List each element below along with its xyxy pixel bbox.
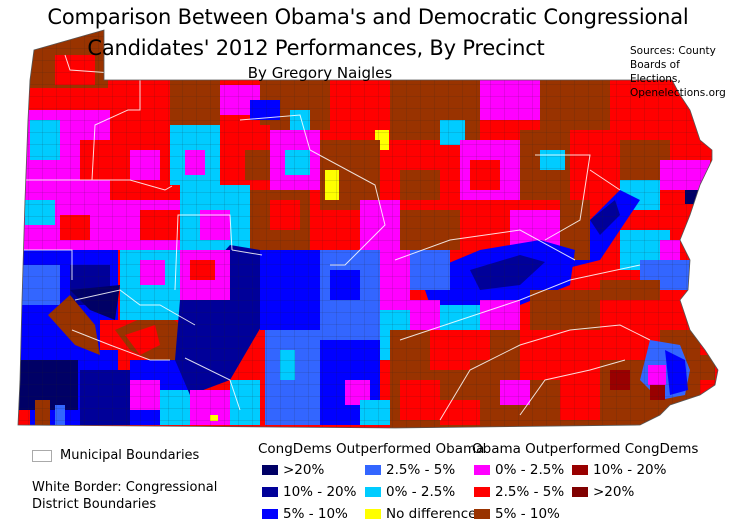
municipal-boundaries-legend: Municipal Boundaries bbox=[32, 448, 232, 463]
legend-label: 0% - 2.5% bbox=[386, 484, 456, 500]
legend-label: 2.5% - 5% bbox=[386, 462, 456, 478]
sources-note: Sources: County Boards of Elections, Ope… bbox=[630, 44, 748, 100]
legend-label: 5% - 10% bbox=[495, 506, 560, 522]
title-line-1: Comparison Between Obama's and Democrati… bbox=[47, 5, 689, 29]
swatch-maroon bbox=[572, 487, 588, 497]
swatch-dark-red bbox=[572, 465, 588, 475]
legend-item-obama-10-20: 10% - 20% bbox=[572, 462, 666, 478]
legend-item-congdems-gt20: >20% bbox=[262, 462, 324, 478]
legend-label: >20% bbox=[593, 484, 635, 500]
byline: By Gregory Naigles bbox=[247, 64, 393, 82]
legend-item-obama-0-2_5: 0% - 2.5% bbox=[474, 462, 564, 478]
sources-line-4: Openelections.org bbox=[630, 87, 726, 99]
legend-item-no-difference: No difference bbox=[365, 506, 476, 522]
legend-heading-obama: Obama Outperformed CongDems bbox=[472, 441, 699, 457]
legend-item-obama-gt20: >20% bbox=[572, 484, 634, 500]
legend-item-obama-2_5-5: 2.5% - 5% bbox=[474, 484, 564, 500]
legend-label: >20% bbox=[283, 462, 325, 478]
sources-line-3: Elections, bbox=[630, 73, 681, 85]
swatch-brown bbox=[474, 509, 490, 519]
legend-item-congdems-0-2_5: 0% - 2.5% bbox=[365, 484, 455, 500]
white-border-line-2: District Boundaries bbox=[32, 497, 157, 512]
legend-item-congdems-2_5-5: 2.5% - 5% bbox=[365, 462, 455, 478]
congressional-boundaries-note: White Border: Congressional District Bou… bbox=[32, 479, 232, 513]
legend-label: 0% - 2.5% bbox=[495, 462, 565, 478]
sources-line-2: Boards of bbox=[630, 59, 680, 71]
swatch-medium-blue bbox=[365, 465, 381, 475]
white-border-line-1: White Border: Congressional bbox=[32, 480, 218, 495]
swatch-magenta bbox=[474, 465, 490, 475]
legend-label: No difference bbox=[386, 506, 477, 522]
legend-item-obama-5-10: 5% - 10% bbox=[474, 506, 560, 522]
congressional-district-boundaries bbox=[22, 54, 651, 421]
municipal-boundary-swatch bbox=[32, 449, 52, 462]
swatch-navy bbox=[262, 487, 278, 497]
legend-label: 10% - 20% bbox=[283, 484, 357, 500]
swatch-dark-navy bbox=[262, 465, 278, 475]
legend-label: 10% - 20% bbox=[593, 462, 667, 478]
legend-item-congdems-5-10: 5% - 10% bbox=[262, 506, 348, 522]
swatch-red bbox=[474, 487, 490, 497]
legend-label: 2.5% - 5% bbox=[495, 484, 565, 500]
swatch-cyan bbox=[365, 487, 381, 497]
legend-item-congdems-10-20: 10% - 20% bbox=[262, 484, 356, 500]
swatch-yellow bbox=[365, 509, 381, 519]
title-line-2: Candidates' 2012 Performances, By Precin… bbox=[87, 36, 545, 60]
sources-line-1: Sources: County bbox=[630, 45, 716, 57]
legend-heading-congdems: CongDems Outperformed Obama bbox=[258, 441, 485, 457]
municipal-boundaries-label: Municipal Boundaries bbox=[60, 448, 200, 463]
boundary-legend: Municipal Boundaries White Border: Congr… bbox=[32, 448, 232, 513]
legend-label: 5% - 10% bbox=[283, 506, 348, 522]
swatch-blue bbox=[262, 509, 278, 519]
state-outline bbox=[17, 29, 719, 429]
